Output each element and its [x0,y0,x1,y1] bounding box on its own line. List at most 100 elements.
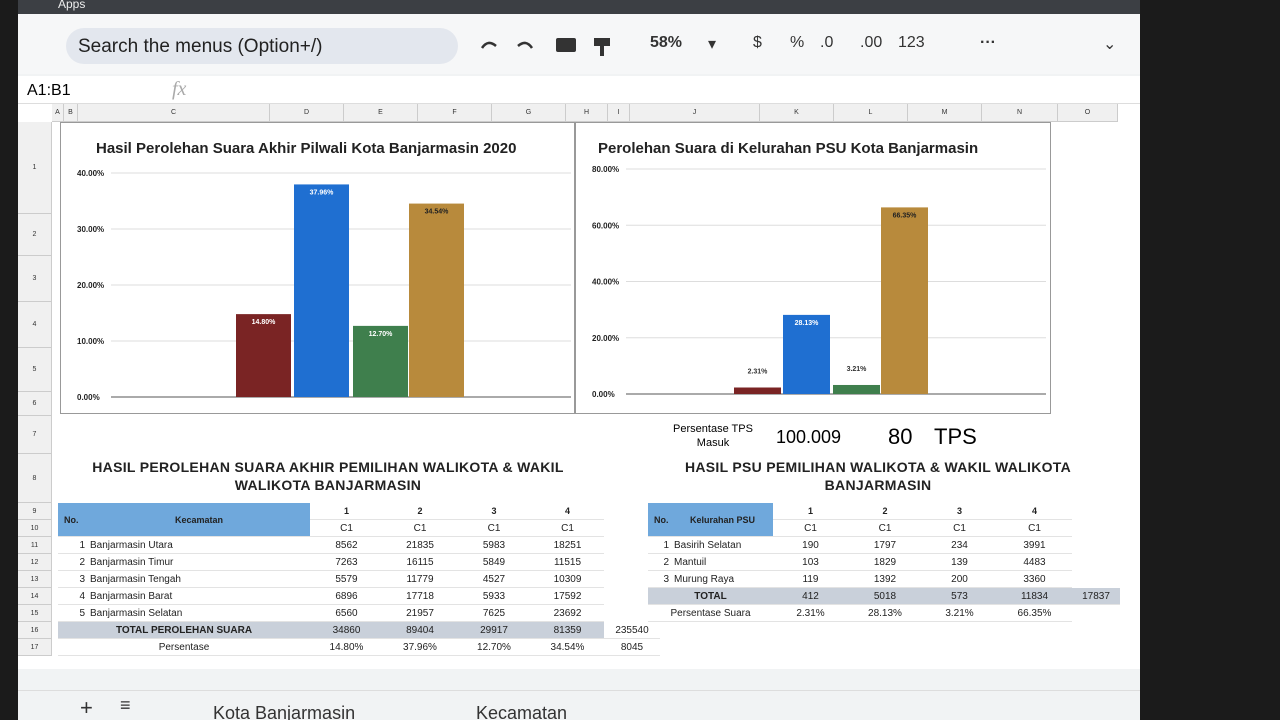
table-cell: 18251 [531,537,604,554]
row-header: 1 [18,122,52,214]
y-tick-label: 80.00% [592,165,619,174]
table-cell: 2 [848,503,922,520]
table-cell: C1 [531,520,604,537]
bookmark[interactable]: Apps [58,0,86,11]
table-cell: Basirih Selatan [672,537,773,554]
row-header: 6 [18,392,52,416]
table-cell: C1 [457,520,531,537]
toolbar: Search the menus (Option+/) 58% ▾ $ % .0… [18,14,1140,74]
table-title: HASIL PEROLEHAN SUARA AKHIR PEMILIHAN WA… [92,459,564,493]
table-cell: 81359 [531,622,604,639]
table-cell: 1 [648,537,672,554]
table-cell: 8045 [604,639,660,656]
table-cell: 11834 [997,588,1072,605]
table-cell: 17592 [531,588,604,605]
row-header: 5 [18,348,52,392]
table-cell: 29917 [457,622,531,639]
y-tick-label: 20.00% [77,281,104,290]
table-cell: 7263 [310,554,383,571]
sheet-tab[interactable]: Kota Banjarmasin [213,703,356,720]
toolbar-icons [480,38,610,56]
format-percent[interactable]: % [790,34,805,51]
decrease-decimal[interactable]: .0 [820,34,834,51]
zoom[interactable]: 58% [650,34,683,51]
table-cell: 573 [922,588,997,605]
bar [236,314,291,397]
value-label: 37.96% [310,189,335,196]
sheet-tab[interactable]: Kecamatan [476,703,568,720]
table-cell: 234 [922,537,997,554]
table-cell: 21957 [383,605,457,622]
table-cell: 2 [648,554,672,571]
row-header: 2 [18,214,52,256]
row-header: 16 [18,622,52,639]
table-cell: 5018 [848,588,922,605]
column-header: B [64,104,78,122]
tps-percent: 100.009 [776,427,842,447]
column-header: N [982,104,1058,122]
bar [881,207,928,394]
tps-info: Persentase TPS Masuk 100.009 80 TPS [658,420,1058,460]
table-cell: 412 [773,588,848,605]
row-header: 11 [18,537,52,554]
y-tick-label: 10.00% [77,337,104,346]
more-formats[interactable]: 123 [898,34,925,51]
table-header: No. [648,503,672,537]
y-tick-label: 20.00% [592,334,619,343]
bar [353,325,408,397]
table-cell: 3 [922,503,997,520]
menu-search[interactable]: Search the menus (Option+/) [66,28,458,64]
value-label: 12.70% [369,331,394,338]
name-box[interactable]: A1:B1 [27,82,71,99]
y-tick-label: 0.00% [592,390,615,399]
row-header: 7 [18,416,52,454]
table-cell: Banjarmasin Selatan [88,605,310,622]
table-cell: 5579 [310,571,383,588]
table-cell: 139 [922,554,997,571]
table-cell: 1392 [848,571,922,588]
table-cell: Mantuil [672,554,773,571]
table-cell: 1829 [848,554,922,571]
table-cell: 89404 [383,622,457,639]
table-cell: 34.54% [531,639,604,656]
fx-icon: fx [172,78,187,100]
y-tick-label: 0.00% [77,393,100,402]
row-header: 17 [18,639,52,656]
table-cell: 16115 [383,554,457,571]
column-header: C [78,104,270,122]
chart: Hasil Perolehan Suara Akhir Pilwali Kota… [60,122,575,414]
table-cell: 2.31% [773,605,848,622]
table-cell: C1 [773,520,848,537]
table-cell: 3 [457,503,531,520]
table-cell: 1 [58,537,88,554]
value-label: 34.54% [425,209,450,216]
row-header: 8 [18,454,52,503]
table-cell: 12.70% [457,639,531,656]
table-cell: 3.21% [922,605,997,622]
chart-title: Hasil Perolehan Suara Akhir Pilwali Kota… [96,140,516,157]
table-cell: 17837 [1072,588,1120,605]
table-cell: Persentase [58,639,310,656]
table-cell: 5849 [457,554,531,571]
value-label: 14.80% [252,319,277,326]
table-cell: Persentase Suara [648,605,773,622]
column-header: O [1058,104,1118,122]
sheets-window: Apps Search the menus (Option+/) 58% ▾ $… [18,0,1140,720]
column-header: E [344,104,418,122]
increase-decimal[interactable]: .00 [860,34,883,51]
sheet-tabs: + ≡ Kota Banjarmasin Kecamatan [18,690,1140,720]
table-cell: 1797 [848,537,922,554]
tps-unit: TPS [934,424,977,449]
chart: Perolehan Suara di Kelurahan PSU Kota Ba… [575,122,1051,414]
table-cell: 21835 [383,537,457,554]
table-cell: 119 [773,571,848,588]
table-cell: 200 [922,571,997,588]
table-cell: Banjarmasin Tengah [88,571,310,588]
bar [409,203,464,397]
table-cell: 3 [648,571,672,588]
table-cell: 4 [531,503,604,520]
table-cell: 4483 [997,554,1072,571]
format-currency[interactable]: $ [753,34,762,51]
table-cell: C1 [922,520,997,537]
bar [294,184,349,397]
